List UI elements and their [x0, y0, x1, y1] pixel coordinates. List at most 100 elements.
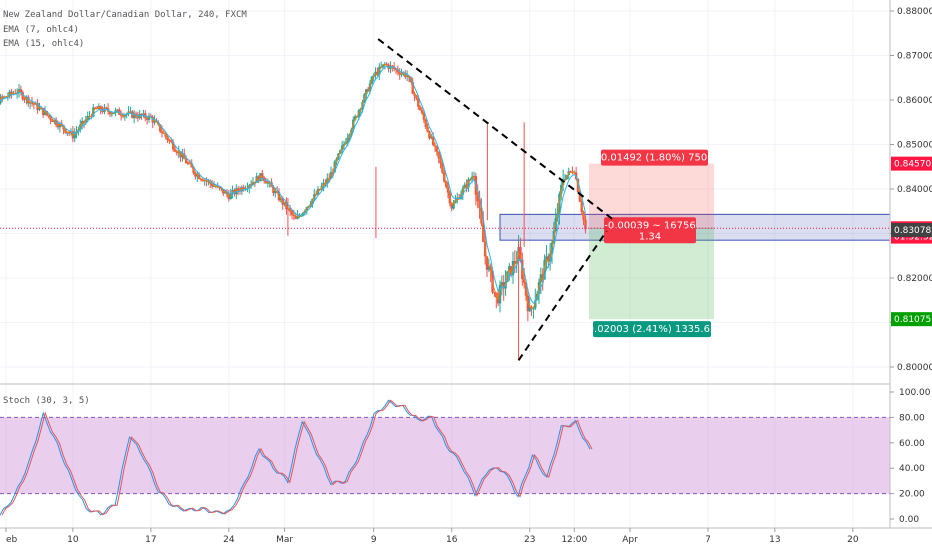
candle-body	[82, 120, 86, 123]
candle-body	[500, 282, 504, 286]
time-tick-label: 10	[67, 535, 79, 545]
stop-label: 0.01492 (1.80%) 750	[601, 153, 707, 164]
candle-body	[279, 198, 283, 201]
candle-body	[509, 266, 513, 276]
ema15-legend: EMA (15, ohlc4)	[3, 39, 84, 49]
time-tick-label: 13	[769, 535, 780, 545]
candle-body	[93, 107, 97, 109]
candle-body	[223, 191, 227, 194]
candle-body	[261, 173, 264, 178]
time-tick-label: 16	[446, 535, 458, 545]
candle-body	[487, 266, 491, 270]
upper-trendline	[377, 38, 614, 221]
candle-body	[58, 123, 62, 128]
ratio-label: 1.34	[639, 231, 661, 242]
candle-body	[498, 285, 502, 304]
candle-body	[160, 131, 164, 133]
candle-body	[43, 110, 47, 115]
candle-body	[274, 191, 277, 194]
price-tick-label: 0.87000	[897, 52, 932, 62]
candle-body	[296, 215, 299, 219]
candle-body	[110, 113, 114, 115]
ema7-legend: EMA (7, ohlc4)	[3, 25, 79, 35]
candle-body	[28, 101, 32, 104]
target-label: 0.02003 (2.41%) 1335.62	[588, 324, 717, 335]
candle-body	[66, 132, 69, 134]
entry-label: -0.00039 ~ 16756	[604, 220, 696, 231]
candle-body	[400, 73, 403, 75]
candle-body	[547, 256, 550, 262]
time-tick-label: 7	[705, 535, 711, 545]
candle-body	[485, 256, 489, 270]
time-tick-label: 12:00	[561, 535, 587, 545]
candle-body	[38, 107, 41, 110]
candle-body	[502, 282, 505, 289]
stoch-lines	[0, 399, 593, 516]
time-tick-label: Mar	[276, 535, 293, 545]
candle-body	[10, 91, 13, 94]
price-tick-label: 0.80000	[897, 363, 932, 373]
candle-body	[539, 274, 543, 283]
stoch-tick-label: 100.00	[899, 388, 931, 398]
candle-body	[353, 116, 357, 120]
candle-body	[413, 93, 416, 96]
price-tick-label: 0.88000	[897, 7, 932, 17]
stoch-band	[0, 416, 890, 495]
lower-trendline	[517, 230, 608, 361]
candle-body	[405, 75, 409, 77]
target-label-box	[593, 321, 711, 338]
candle-body	[196, 174, 199, 177]
entry-label-box	[604, 217, 696, 244]
candle-body	[168, 140, 171, 142]
time-tick-label: Apr	[622, 535, 638, 545]
candle-body	[519, 246, 522, 260]
candle-body	[132, 113, 136, 118]
candle-body	[105, 107, 108, 109]
candle-body	[153, 120, 156, 123]
chart-title: New Zealand Dollar/Canadian Dollar, 240,…	[3, 10, 247, 20]
triangle-trendlines	[0, 38, 890, 361]
price-tag-label: 0.84570	[894, 160, 931, 170]
price-tag-label: 01:52:52	[894, 233, 932, 243]
time-tick-label: 9	[371, 535, 377, 545]
candle-body	[266, 182, 270, 184]
price-tick-label: 0.82000	[897, 274, 932, 284]
candle-body	[257, 176, 260, 182]
stoch-tick-label: 20.00	[899, 490, 925, 500]
time-tick-label: 17	[145, 535, 156, 545]
candle-body	[548, 254, 552, 262]
candle-body	[511, 260, 515, 276]
candle-body	[259, 173, 262, 182]
candle-body	[181, 153, 184, 158]
stop-label-box	[601, 149, 708, 166]
price-tag-box	[891, 312, 932, 327]
candle-body	[242, 187, 245, 190]
stoch-tick-label: 40.00	[899, 464, 925, 474]
candle-body	[138, 113, 141, 119]
candle-body	[99, 106, 102, 111]
candle-body	[23, 98, 26, 100]
price-tag-label: 0.83078	[894, 226, 931, 236]
stoch-d-line	[1, 399, 593, 516]
price-tick-label: 0.85000	[897, 141, 932, 151]
candle-body	[73, 133, 76, 139]
target-area	[589, 228, 714, 320]
ema-lines	[0, 63, 586, 309]
price-tick-label: 0.86000	[897, 96, 932, 106]
candle-body	[452, 202, 455, 209]
time-tick-label: 20	[847, 535, 859, 545]
candle-body	[186, 163, 190, 165]
time-axis[interactable]: eb 10 17 24 Mar 9 16 23 12:00 Apr 7 13 20	[5, 528, 859, 545]
candle-body	[233, 190, 236, 195]
candle-body	[545, 256, 548, 261]
candle-body	[528, 307, 531, 312]
stoch-axis[interactable]: 100.00 80.00 60.00 40.00 20.00 0.00	[890, 388, 931, 525]
candle-body	[532, 308, 535, 310]
price-tag-box	[891, 223, 932, 238]
candle-body	[147, 115, 151, 120]
candle-body	[140, 113, 143, 116]
candle-body	[1, 96, 4, 98]
